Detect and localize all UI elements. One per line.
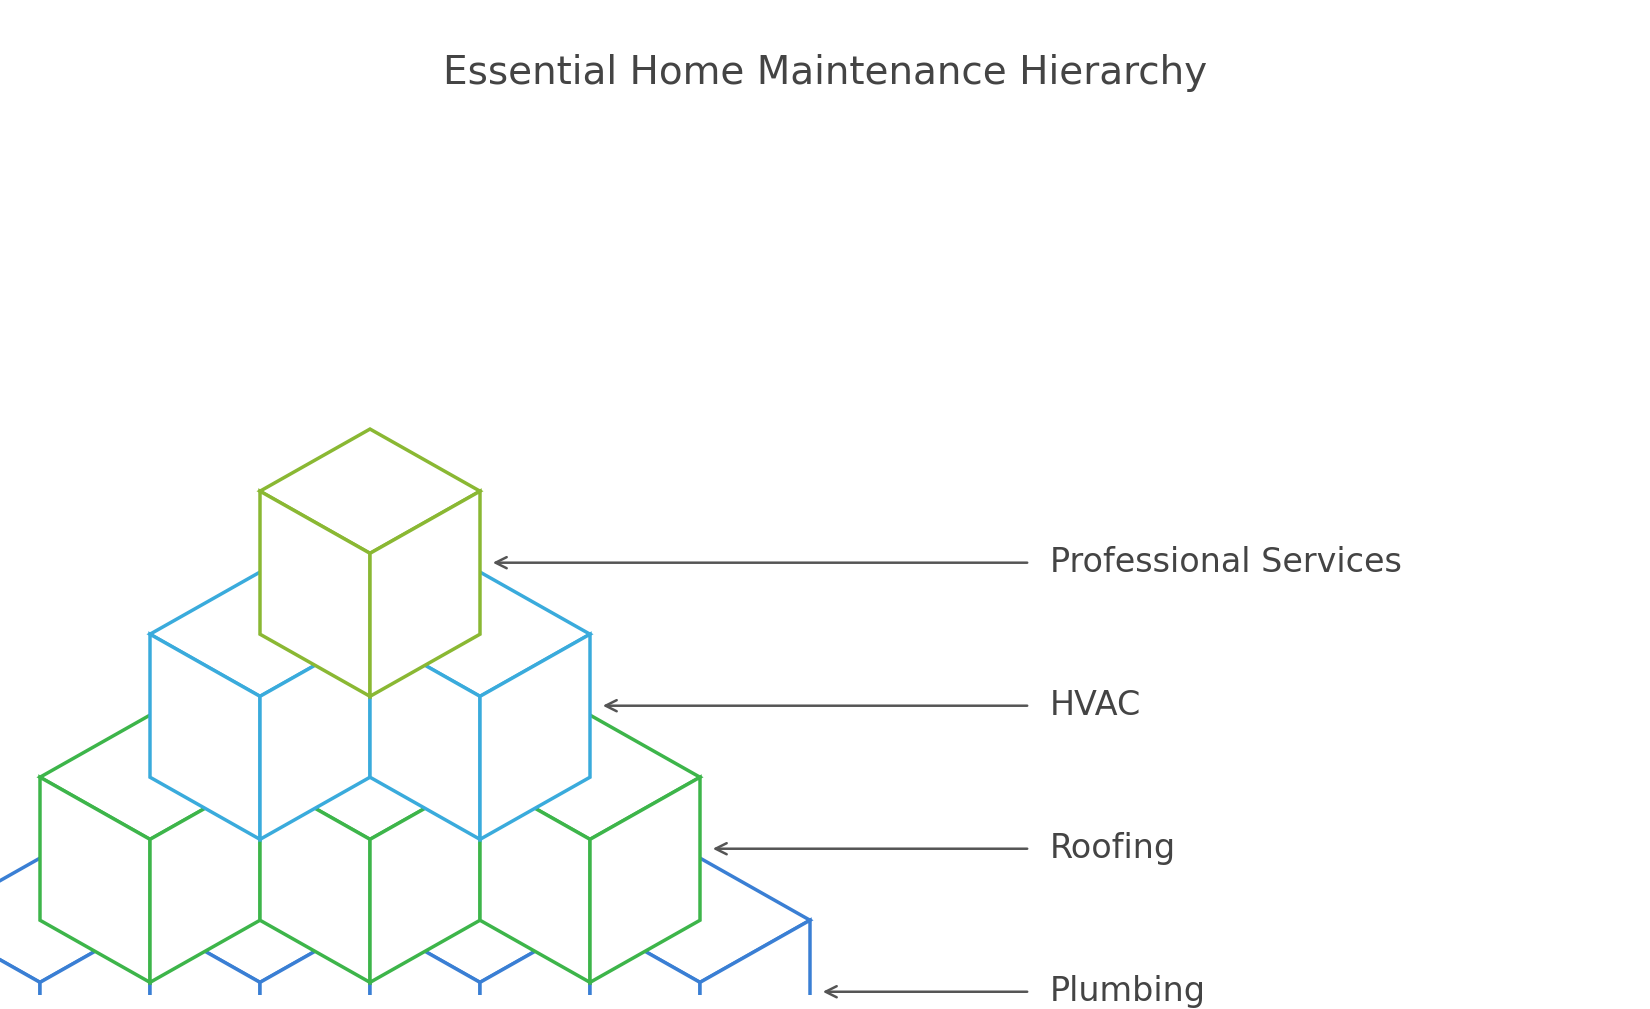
Polygon shape — [261, 920, 370, 1009]
Text: Essential Home Maintenance Hierarchy: Essential Home Maintenance Hierarchy — [442, 54, 1208, 92]
Polygon shape — [370, 635, 480, 839]
Polygon shape — [40, 920, 150, 1009]
Polygon shape — [261, 777, 370, 983]
Polygon shape — [261, 635, 370, 839]
Polygon shape — [261, 715, 480, 839]
Text: Plumbing: Plumbing — [1049, 976, 1206, 1008]
Polygon shape — [370, 491, 480, 696]
Polygon shape — [0, 858, 150, 983]
Polygon shape — [480, 920, 591, 1009]
Polygon shape — [480, 715, 700, 839]
Polygon shape — [150, 635, 261, 839]
Polygon shape — [261, 491, 370, 696]
Polygon shape — [150, 572, 370, 696]
Text: Professional Services: Professional Services — [1049, 546, 1402, 579]
Polygon shape — [370, 920, 480, 1009]
Polygon shape — [150, 920, 261, 1009]
Polygon shape — [261, 429, 480, 553]
Polygon shape — [700, 920, 810, 1009]
Polygon shape — [150, 777, 261, 983]
Polygon shape — [480, 635, 591, 839]
Polygon shape — [591, 920, 700, 1009]
Polygon shape — [40, 777, 150, 983]
Polygon shape — [40, 715, 261, 839]
Polygon shape — [370, 777, 480, 983]
Polygon shape — [150, 858, 370, 983]
Polygon shape — [370, 572, 591, 696]
Polygon shape — [480, 777, 591, 983]
Polygon shape — [591, 858, 810, 983]
Polygon shape — [591, 777, 700, 983]
Polygon shape — [370, 858, 591, 983]
Polygon shape — [0, 920, 40, 1009]
Text: Roofing: Roofing — [1049, 832, 1176, 866]
Text: HVAC: HVAC — [1049, 689, 1142, 722]
